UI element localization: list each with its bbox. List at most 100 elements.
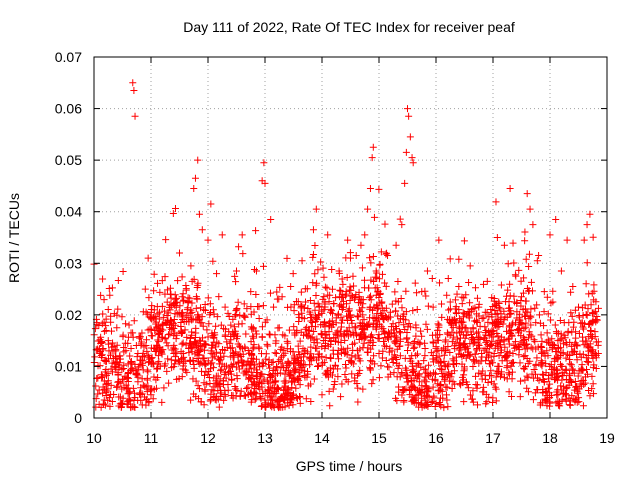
roti-point <box>129 333 137 341</box>
roti-point <box>388 300 396 308</box>
roti-point <box>525 250 533 258</box>
roti-point <box>518 320 526 328</box>
roti-point <box>215 355 223 363</box>
roti-point <box>491 301 499 309</box>
roti-point <box>412 352 420 360</box>
roti-point <box>515 329 523 337</box>
roti-point <box>183 368 191 376</box>
roti-point <box>204 371 212 379</box>
roti-point <box>378 312 386 320</box>
roti-point <box>314 362 322 370</box>
roti-point <box>227 336 235 344</box>
roti-point <box>591 328 599 336</box>
roti-point <box>577 319 585 327</box>
roti-point <box>404 347 412 355</box>
roti-point <box>301 298 309 306</box>
roti-point <box>486 328 494 336</box>
roti-point <box>381 279 389 287</box>
roti-point <box>158 302 166 310</box>
roti-point <box>280 393 288 401</box>
roti-point <box>298 302 306 310</box>
roti-point <box>353 379 361 387</box>
roti-point <box>124 397 132 405</box>
roti-point <box>442 336 450 344</box>
roti-point <box>395 388 403 396</box>
roti-point <box>176 249 183 257</box>
roti-point <box>428 275 436 283</box>
roti-point <box>102 356 110 364</box>
roti-point <box>457 381 465 389</box>
roti-point <box>354 351 362 359</box>
roti-point <box>506 349 514 357</box>
roti-point <box>212 322 220 330</box>
roti-point <box>206 380 214 388</box>
roti-point <box>414 338 422 346</box>
roti-point <box>344 236 352 244</box>
roti-point <box>205 320 213 328</box>
roti-point <box>120 348 128 356</box>
roti-point <box>543 293 551 301</box>
roti-point <box>227 344 235 352</box>
roti-point <box>533 354 541 362</box>
roti-point <box>505 298 513 306</box>
roti-point <box>521 376 529 384</box>
roti-point <box>302 395 310 403</box>
roti-point <box>558 335 566 343</box>
roti-point <box>453 290 461 298</box>
roti-point <box>405 319 413 327</box>
roti-point <box>173 375 181 383</box>
roti-point <box>357 241 365 249</box>
roti-point <box>413 305 421 313</box>
roti-point <box>426 370 434 378</box>
roti-point <box>473 344 481 352</box>
roti-point <box>100 396 108 404</box>
roti-point <box>451 345 459 353</box>
roti-point <box>349 272 357 280</box>
roti-point <box>136 356 144 364</box>
roti-point <box>435 398 443 406</box>
roti-point <box>593 312 601 320</box>
roti-point <box>358 334 366 342</box>
roti-point <box>368 358 376 366</box>
roti-point <box>590 281 598 289</box>
roti-point <box>217 367 225 375</box>
roti-point <box>375 275 383 283</box>
roti-point <box>515 266 523 274</box>
roti-point <box>350 282 358 290</box>
roti-point <box>170 324 178 332</box>
roti-point <box>154 310 162 318</box>
roti-point <box>410 344 418 352</box>
roti-point <box>237 387 245 395</box>
roti-point <box>381 329 389 337</box>
roti-point <box>170 350 178 358</box>
roti-point <box>198 226 206 234</box>
roti-point <box>411 396 419 404</box>
roti-point <box>369 253 377 261</box>
roti-point <box>106 351 114 359</box>
roti-point <box>189 375 197 383</box>
roti-point <box>464 384 472 392</box>
roti-point <box>384 363 392 371</box>
roti-point <box>312 292 320 300</box>
roti-point <box>330 334 338 342</box>
roti-point <box>194 311 202 319</box>
roti-point <box>552 399 560 407</box>
roti-point <box>395 319 403 327</box>
roti-point <box>468 395 476 403</box>
roti-point <box>249 391 257 399</box>
roti-point <box>215 360 223 368</box>
roti-point <box>484 378 492 386</box>
roti-point <box>429 303 437 311</box>
roti-point <box>519 336 527 344</box>
roti-point <box>255 345 263 353</box>
roti-point <box>508 392 516 400</box>
roti-point <box>250 341 258 349</box>
roti-point <box>507 362 515 370</box>
roti-point <box>412 324 420 332</box>
roti-point <box>420 357 428 365</box>
roti-point <box>96 336 104 344</box>
roti-point <box>567 361 575 369</box>
roti-point <box>103 357 111 365</box>
roti-point <box>583 370 591 378</box>
roti-point <box>92 382 100 390</box>
